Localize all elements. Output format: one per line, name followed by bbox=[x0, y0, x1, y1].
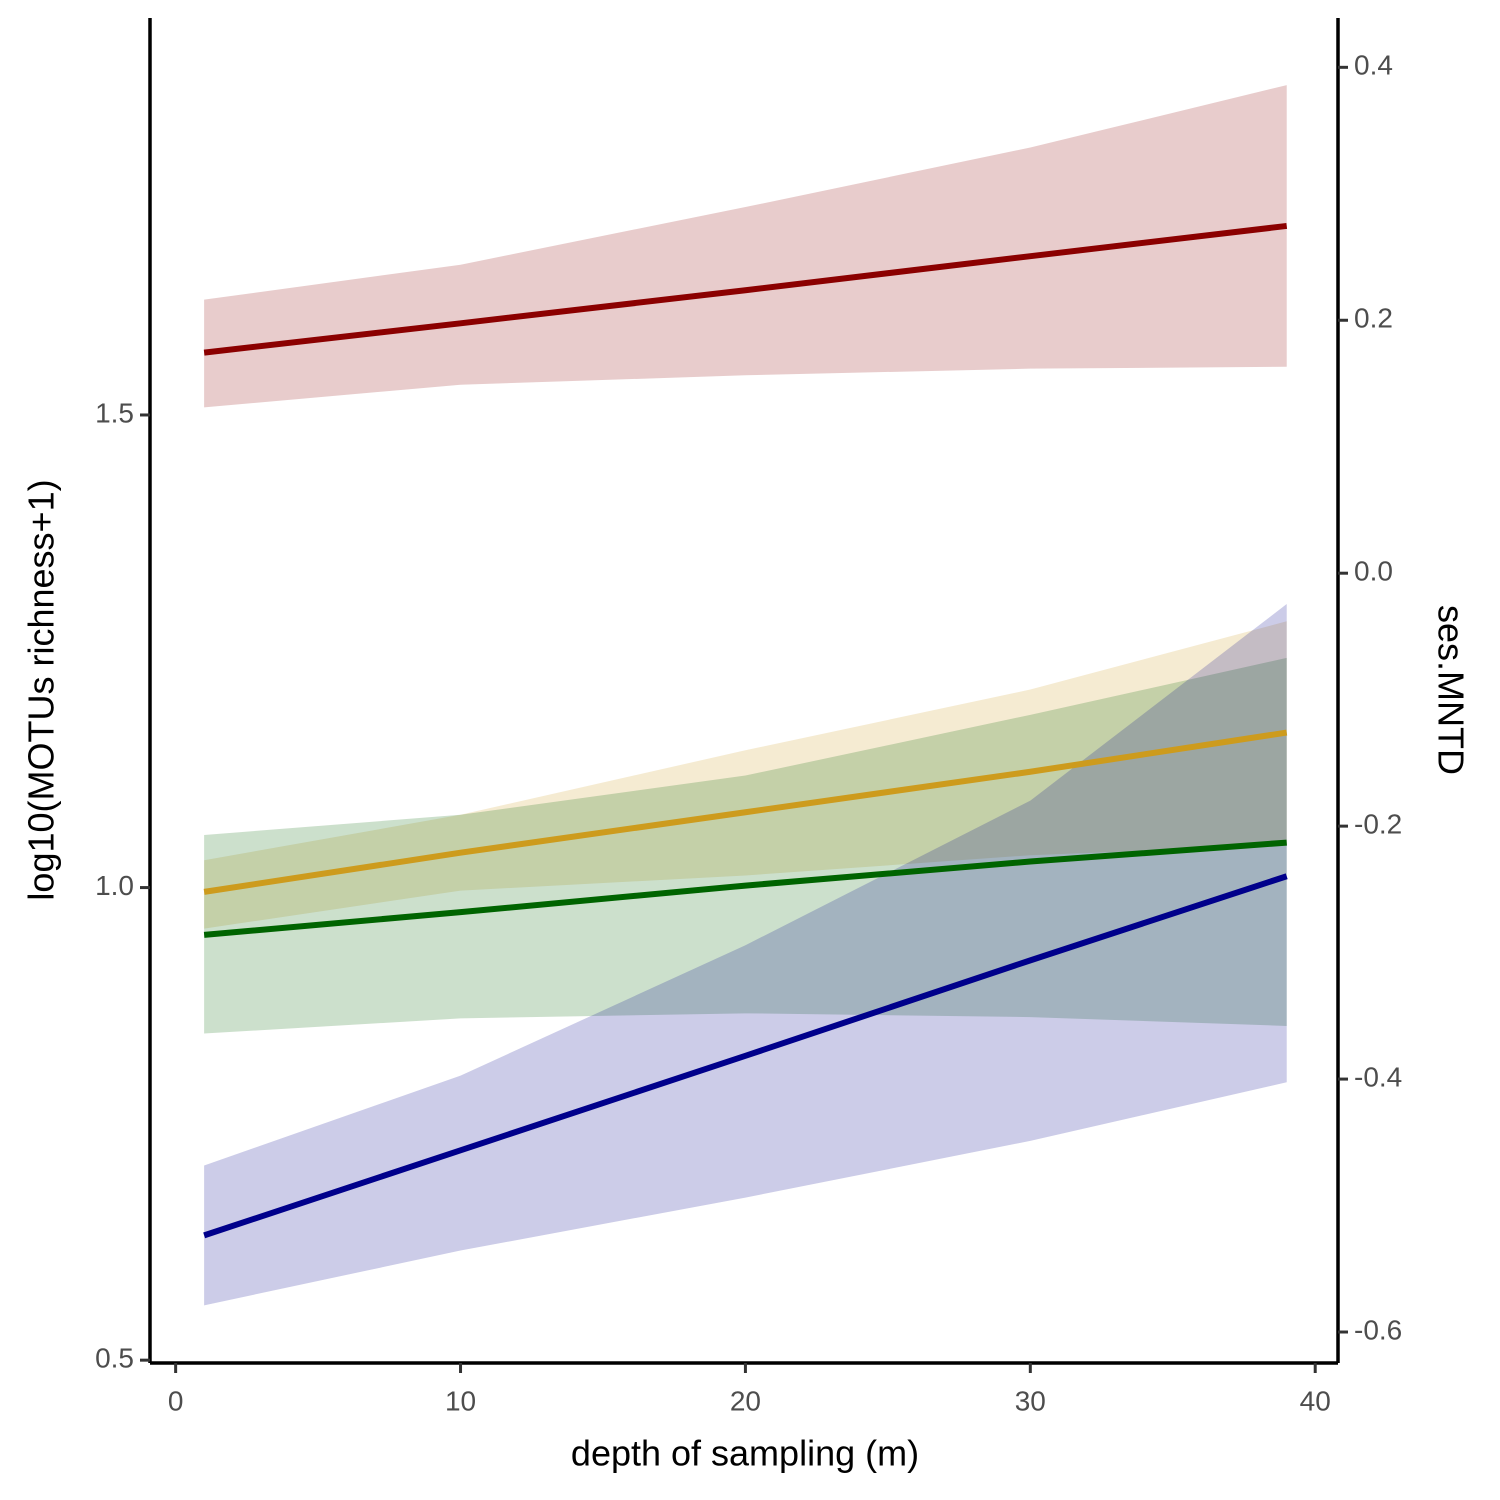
x-tick-label: 20 bbox=[730, 1385, 761, 1416]
y-axis-title: log10(MOTUs richness+1) bbox=[21, 479, 62, 900]
y-tick-label: 1.0 bbox=[95, 870, 134, 901]
x-tick-label: 40 bbox=[1300, 1385, 1331, 1416]
x-tick-label: 30 bbox=[1015, 1385, 1046, 1416]
x-tick-label: 0 bbox=[168, 1385, 184, 1416]
y2-tick-label: 0.4 bbox=[1354, 50, 1393, 81]
y2-tick-label: -0.6 bbox=[1354, 1314, 1402, 1345]
confidence-ribbon bbox=[204, 85, 1287, 408]
trend-line bbox=[203, 839, 1287, 938]
y2-tick-label: -0.4 bbox=[1354, 1061, 1402, 1092]
x-axis-title: depth of sampling (m) bbox=[571, 1433, 919, 1474]
y-tick-label: 1.5 bbox=[95, 397, 134, 428]
trend-line bbox=[203, 222, 1288, 356]
y2-tick-label: -0.2 bbox=[1354, 809, 1402, 840]
y2-tick-label: 0.2 bbox=[1354, 303, 1393, 334]
confidence-ribbon bbox=[204, 604, 1287, 1306]
x-tick-label: 10 bbox=[445, 1385, 476, 1416]
y2-tick-label: 0.0 bbox=[1354, 556, 1393, 587]
y2-axis-title: ses.MNTD bbox=[1430, 605, 1471, 775]
trend-line bbox=[203, 729, 1288, 895]
confidence-ribbon bbox=[204, 657, 1287, 1034]
y-tick-label: 0.5 bbox=[95, 1343, 134, 1374]
trend-line bbox=[203, 873, 1288, 1239]
